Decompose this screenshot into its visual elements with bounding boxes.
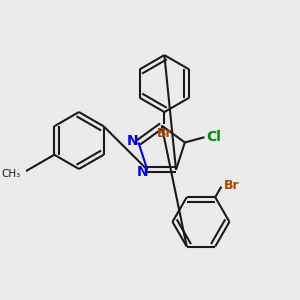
Text: Cl: Cl [207, 130, 222, 144]
Text: CH₃: CH₃ [1, 169, 20, 179]
Text: N: N [136, 165, 148, 179]
Text: Br: Br [224, 179, 240, 192]
Text: Br: Br [157, 128, 172, 140]
Text: N: N [127, 134, 138, 148]
